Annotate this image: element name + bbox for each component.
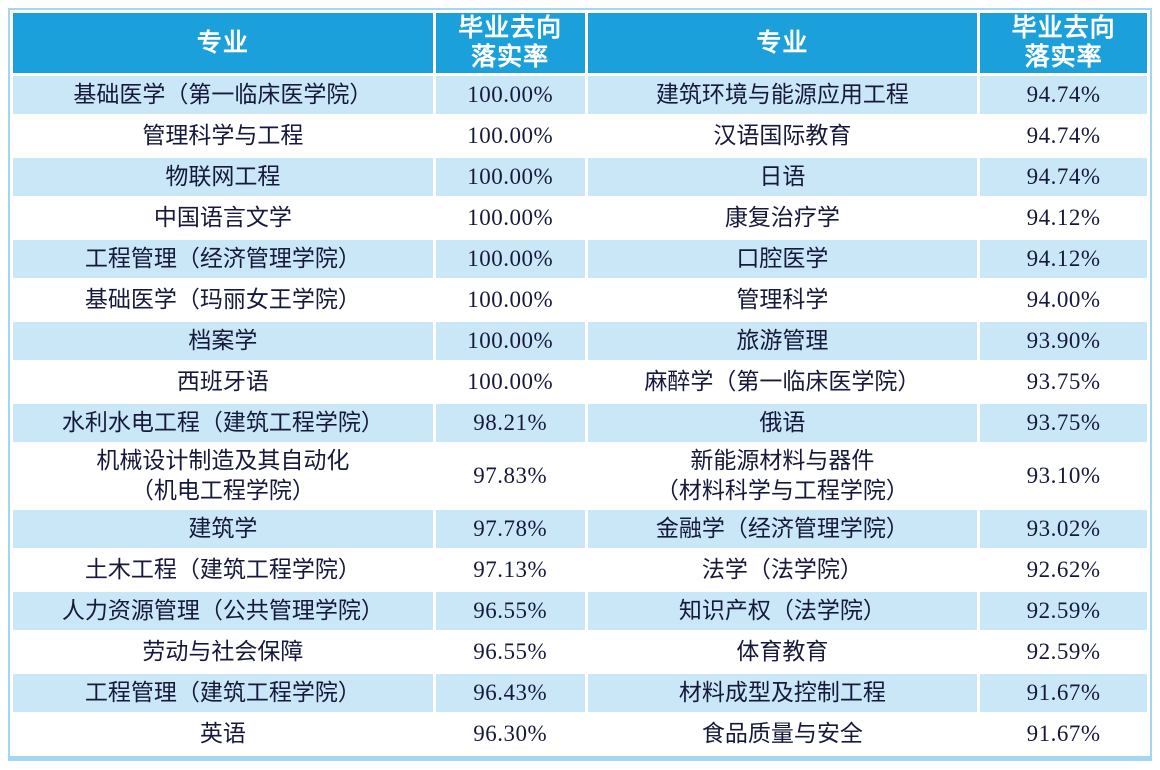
major-cell: 金融学（经济管理学院） bbox=[587, 509, 978, 548]
rate-cell: 96.30% bbox=[435, 714, 585, 753]
table-row: 西班牙语 100.00% 麻醉学（第一临床医学院） 93.75% bbox=[13, 363, 1147, 401]
rate-cell: 97.13% bbox=[435, 550, 585, 589]
rate-cell: 93.90% bbox=[980, 322, 1147, 360]
rate-cell: 94.12% bbox=[980, 240, 1147, 278]
major-cell: 建筑学 bbox=[13, 509, 433, 548]
header-rate-left: 毕业去向 落实率 bbox=[435, 13, 585, 73]
table-row: 建筑学 97.78% 金融学（经济管理学院） 93.02% bbox=[13, 509, 1147, 548]
table-row: 机械设计制造及其自动化 （机电工程学院） 97.83% 新能源材料与器件 （材料科学… bbox=[13, 445, 1147, 507]
rate-cell: 94.74% bbox=[980, 158, 1147, 196]
major-cell: 机械设计制造及其自动化 （机电工程学院） bbox=[13, 445, 433, 507]
major-cell: 水利水电工程（建筑工程学院） bbox=[13, 404, 433, 442]
rate-cell: 100.00% bbox=[435, 199, 585, 237]
table-row: 土木工程（建筑工程学院） 97.13% 法学（法学院） 92.62% bbox=[13, 550, 1147, 589]
header-major-right: 专业 bbox=[587, 13, 978, 73]
major-cell: 体育教育 bbox=[587, 632, 978, 671]
major-cell: 物联网工程 bbox=[13, 158, 433, 196]
rate-cell: 93.02% bbox=[980, 509, 1147, 548]
major-cell: 管理科学与工程 bbox=[13, 117, 433, 155]
header-rate-right: 毕业去向 落实率 bbox=[980, 13, 1147, 73]
rate-cell: 92.62% bbox=[980, 550, 1147, 589]
major-cell: 管理科学 bbox=[587, 281, 978, 319]
table-row: 物联网工程 100.00% 日语 94.74% bbox=[13, 158, 1147, 196]
table-header: 专业 毕业去向 落实率 专业 毕业去向 落实率 bbox=[13, 13, 1147, 73]
major-cell: 建筑环境与能源应用工程 bbox=[587, 76, 978, 114]
rate-cell: 100.00% bbox=[435, 322, 585, 360]
rate-cell: 94.00% bbox=[980, 281, 1147, 319]
major-cell: 基础医学（玛丽女王学院） bbox=[13, 281, 433, 319]
major-cell: 汉语国际教育 bbox=[587, 117, 978, 155]
table-row: 管理科学与工程 100.00% 汉语国际教育 94.74% bbox=[13, 117, 1147, 155]
major-cell: 食品质量与安全 bbox=[587, 714, 978, 753]
major-cell: 日语 bbox=[587, 158, 978, 196]
major-cell: 知识产权（法学院） bbox=[587, 591, 978, 630]
major-cell: 俄语 bbox=[587, 404, 978, 442]
major-cell: 法学（法学院） bbox=[587, 550, 978, 589]
table-row: 中国语言文学 100.00% 康复治疗学 94.12% bbox=[13, 199, 1147, 237]
table-row: 劳动与社会保障 96.55% 体育教育 92.59% bbox=[13, 632, 1147, 671]
rate-cell: 100.00% bbox=[435, 158, 585, 196]
table-body: 基础医学（第一临床医学院） 100.00% 建筑环境与能源应用工程 94.74% 管理科… bbox=[13, 76, 1147, 753]
rate-cell: 93.10% bbox=[980, 445, 1147, 507]
table-row: 工程管理（建筑工程学院） 96.43% 材料成型及控制工程 91.67% bbox=[13, 673, 1147, 712]
major-cell: 康复治疗学 bbox=[587, 199, 978, 237]
rate-cell: 94.74% bbox=[980, 117, 1147, 155]
table-row: 档案学 100.00% 旅游管理 93.90% bbox=[13, 322, 1147, 360]
major-cell: 人力资源管理（公共管理学院） bbox=[13, 591, 433, 630]
major-cell: 中国语言文学 bbox=[13, 199, 433, 237]
major-cell: 工程管理（经济管理学院） bbox=[13, 240, 433, 278]
table-row: 工程管理（经济管理学院） 100.00% 口腔医学 94.12% bbox=[13, 240, 1147, 278]
rate-cell: 100.00% bbox=[435, 117, 585, 155]
major-cell: 工程管理（建筑工程学院） bbox=[13, 673, 433, 712]
header-major-left: 专业 bbox=[13, 13, 433, 73]
rate-cell: 100.00% bbox=[435, 240, 585, 278]
rate-cell: 92.59% bbox=[980, 632, 1147, 671]
rate-cell: 96.43% bbox=[435, 673, 585, 712]
rate-cell: 93.75% bbox=[980, 363, 1147, 401]
rate-cell: 96.55% bbox=[435, 632, 585, 671]
rate-cell: 91.67% bbox=[980, 673, 1147, 712]
major-cell: 新能源材料与器件 （材料科学与工程学院） bbox=[587, 445, 978, 507]
employment-rate-table: 专业 毕业去向 落实率 专业 毕业去向 落实率 基础医学（第一临床医学院） 100… bbox=[8, 8, 1152, 761]
rate-cell: 100.00% bbox=[435, 76, 585, 114]
rate-cell: 94.74% bbox=[980, 76, 1147, 114]
major-cell: 劳动与社会保障 bbox=[13, 632, 433, 671]
rate-cell: 96.55% bbox=[435, 591, 585, 630]
major-cell: 口腔医学 bbox=[587, 240, 978, 278]
major-cell: 材料成型及控制工程 bbox=[587, 673, 978, 712]
table-row: 人力资源管理（公共管理学院） 96.55% 知识产权（法学院） 92.59% bbox=[13, 591, 1147, 630]
rate-cell: 97.83% bbox=[435, 445, 585, 507]
table-row: 基础医学（玛丽女王学院） 100.00% 管理科学 94.00% bbox=[13, 281, 1147, 319]
major-cell: 土木工程（建筑工程学院） bbox=[13, 550, 433, 589]
rate-cell: 98.21% bbox=[435, 404, 585, 442]
table-row: 水利水电工程（建筑工程学院） 98.21% 俄语 93.75% bbox=[13, 404, 1147, 442]
rate-cell: 93.75% bbox=[980, 404, 1147, 442]
rate-cell: 94.12% bbox=[980, 199, 1147, 237]
major-cell: 英语 bbox=[13, 714, 433, 753]
major-cell: 基础医学（第一临床医学院） bbox=[13, 76, 433, 114]
major-cell: 档案学 bbox=[13, 322, 433, 360]
major-cell: 旅游管理 bbox=[587, 322, 978, 360]
table-row: 英语 96.30% 食品质量与安全 91.67% bbox=[13, 714, 1147, 753]
rate-cell: 92.59% bbox=[980, 591, 1147, 630]
rate-cell: 100.00% bbox=[435, 363, 585, 401]
table-row: 基础医学（第一临床医学院） 100.00% 建筑环境与能源应用工程 94.74% bbox=[13, 76, 1147, 114]
major-cell: 西班牙语 bbox=[13, 363, 433, 401]
rate-cell: 97.78% bbox=[435, 509, 585, 548]
rate-cell: 91.67% bbox=[980, 714, 1147, 753]
table-header-row: 专业 毕业去向 落实率 专业 毕业去向 落实率 bbox=[13, 13, 1147, 73]
major-cell: 麻醉学（第一临床医学院） bbox=[587, 363, 978, 401]
rate-cell: 100.00% bbox=[435, 281, 585, 319]
